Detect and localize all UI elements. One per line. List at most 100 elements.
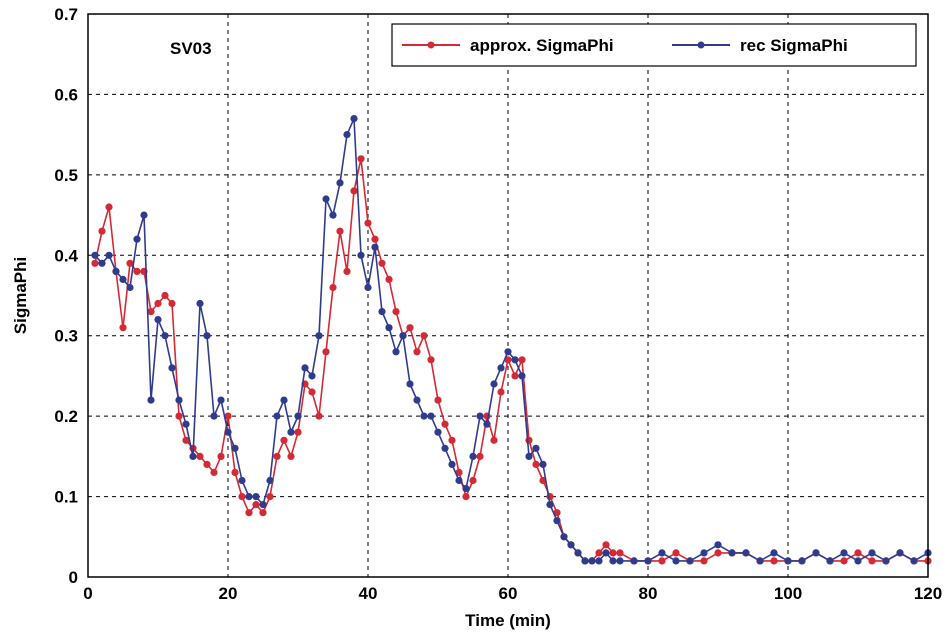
data-point [539,460,547,468]
data-point [434,428,442,436]
data-point [182,420,190,428]
legend-marker-approx [427,41,435,49]
data-point [252,493,260,501]
data-point [567,541,575,549]
data-point [119,324,127,332]
data-point [882,557,890,565]
tick-labels: 0 20 40 60 80 100 120 0 0.1 0.2 0.3 0.4 0.5 0.6 0.7 [54,5,942,603]
data-point [371,243,379,251]
data-point [756,557,764,565]
data-point [315,412,323,420]
data-point [140,211,148,219]
data-point [175,396,183,404]
data-point [231,468,239,476]
data-point [364,283,372,292]
data-point [420,332,428,340]
legend-marker-rec [697,41,705,49]
data-point [728,549,736,557]
data-point [511,356,519,364]
data-point [742,549,750,557]
data-point [406,380,414,388]
series-rec-sigmaphi [91,115,932,565]
data-point [224,428,232,436]
data-point [812,549,820,557]
data-point [329,211,337,219]
data-point [364,219,372,227]
data-point [770,557,778,565]
data-point [553,517,561,525]
data-point [455,468,463,476]
data-point [266,493,274,501]
data-point [371,235,379,243]
x-tick-label: 100 [774,584,802,603]
data-point [700,549,708,557]
data-point [294,412,302,420]
data-point [280,396,288,404]
data-point [210,468,218,476]
data-point [770,549,778,557]
data-point [490,436,498,444]
data-point [518,372,526,380]
data-point [182,436,190,444]
data-point [273,412,281,420]
data-point [161,332,169,340]
x-axis-title: Time (min) [465,611,551,630]
data-point [217,452,225,460]
data-point [497,364,505,372]
data-point [609,557,617,565]
data-point [161,291,169,300]
data-point [581,557,589,565]
data-point [217,396,225,404]
data-point [147,308,155,316]
data-point [196,299,204,308]
data-point [504,356,512,364]
data-point [854,557,862,565]
data-point [413,348,421,356]
data-point [511,372,519,380]
data-point [98,227,106,235]
data-point [245,509,253,517]
series-layer [91,115,932,565]
data-point [343,267,351,275]
data-point [168,364,176,372]
data-point [105,203,113,211]
data-point [378,308,386,316]
data-point [266,476,274,485]
data-point [462,484,470,493]
data-point [392,308,400,316]
data-point [273,452,281,460]
data-point [588,557,596,565]
data-point [280,436,288,444]
data-point [133,267,141,275]
legend-box [391,23,917,67]
data-point [112,267,120,275]
x-tick-label: 20 [219,584,238,603]
y-tick-label: 0.4 [54,246,78,265]
data-point [525,452,533,460]
data-point [910,557,918,565]
data-point [315,332,323,340]
data-point [238,476,246,485]
legend-label-approx: approx. SigmaPhi [470,36,614,55]
data-point [469,452,477,460]
data-point [609,549,617,557]
data-point [196,452,204,460]
data-point [595,549,603,557]
data-point [840,549,848,557]
data-point [504,348,512,356]
data-point [308,372,316,380]
data-point [322,348,330,356]
data-point [259,501,267,509]
data-point [826,557,834,565]
data-point [896,549,904,557]
data-point [350,187,358,195]
data-point [420,412,428,420]
data-point [336,179,344,187]
data-point [189,452,197,460]
data-point [686,557,694,565]
data-point [441,420,449,428]
x-tick-label: 60 [499,584,518,603]
data-point [91,259,99,267]
data-point [98,259,106,267]
